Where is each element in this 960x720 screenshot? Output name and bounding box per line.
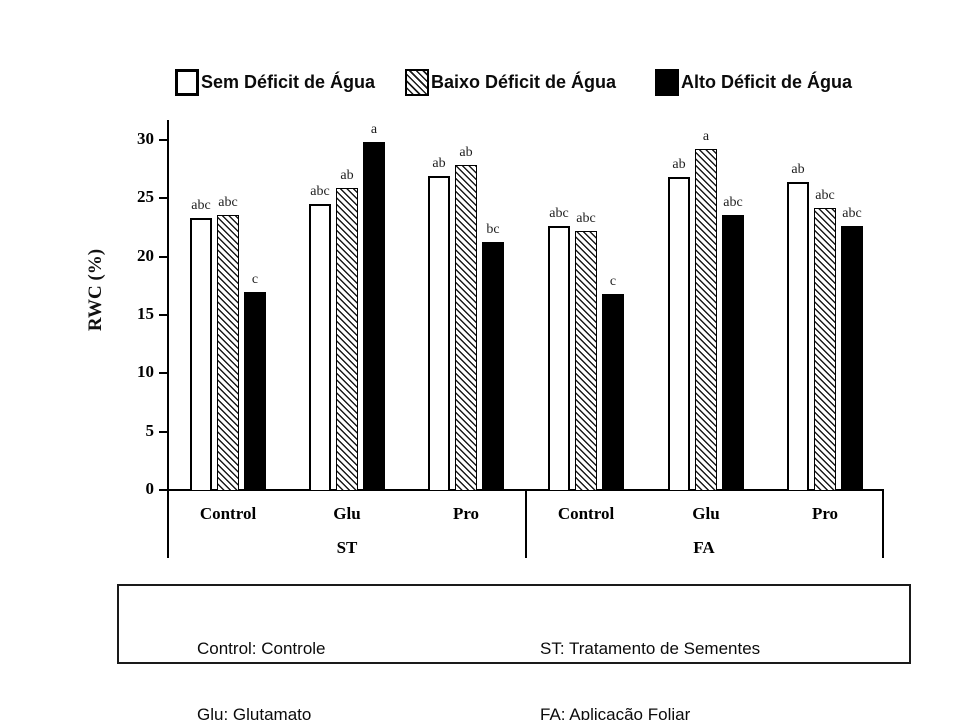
definitions-right-column: ST: Tratamento de Sementes FA: Aplicação… xyxy=(540,594,805,720)
significance-letter: abc xyxy=(191,198,211,214)
y-axis-title: RWC (%) xyxy=(85,248,106,332)
bar-st-pro-black xyxy=(482,241,504,490)
bar-st-pro-white xyxy=(428,176,450,490)
y-tick-mark xyxy=(159,314,167,316)
bar-st-glu-white xyxy=(309,204,331,490)
significance-letter: bc xyxy=(486,221,500,237)
legend-label: Sem Déficit de Água xyxy=(201,71,376,92)
bar-fa-control-white xyxy=(548,226,570,490)
bar-st-glu-hatched xyxy=(336,187,358,490)
significance-letter: c xyxy=(251,271,259,287)
significance-letter: abc xyxy=(576,211,596,226)
y-tick-label: 15 xyxy=(137,304,154,323)
x-tick-label-pro: Pro xyxy=(452,504,480,523)
definition-line: ST: Tratamento de Sementes xyxy=(540,639,761,658)
y-axis-line xyxy=(167,120,169,492)
legend-swatch-hatched-icon xyxy=(405,68,429,96)
definition-line: FA: Aplicação Foliar xyxy=(540,705,691,720)
legend-item-baixo-deficit: Baixo Déficit de Água xyxy=(405,66,616,98)
legend-label: Alto Déficit de Água xyxy=(681,71,853,92)
legend-swatch-black-icon xyxy=(655,68,679,96)
x-tick-label-pro: Pro xyxy=(811,504,839,523)
plot-area: 0 5 10 15 20 25 30 abc abc c Control abc ab a Glu ab ab b… xyxy=(137,120,884,558)
legend-label: Baixo Déficit de Água xyxy=(431,71,617,92)
y-tick-label: 20 xyxy=(137,245,154,265)
y-tick-mark xyxy=(159,255,167,258)
significance-letter: c xyxy=(609,274,617,289)
legend-swatch-white-icon xyxy=(175,68,199,96)
y-tick-mark xyxy=(159,430,167,433)
significance-letter: abc xyxy=(310,184,330,200)
y-tick-label: 25 xyxy=(137,187,154,207)
y-tick-mark xyxy=(159,489,167,491)
y-tick-label: 10 xyxy=(137,362,154,382)
group-label-st: ST xyxy=(336,538,358,557)
y-tick-label: 0 xyxy=(145,479,155,498)
x-tick-label-control: Control xyxy=(557,504,615,523)
definition-line: Control: Controle xyxy=(197,639,326,658)
legend-item-alto-deficit: Alto Déficit de Água xyxy=(655,66,852,98)
significance-letter: ab xyxy=(791,162,805,177)
y-tick-mark xyxy=(159,197,167,200)
significance-letter: abc xyxy=(815,187,835,203)
significance-letter: ab xyxy=(672,157,686,173)
bar-fa-control-black xyxy=(602,294,624,490)
group-separator-middle xyxy=(525,491,527,558)
definitions-left-column: Control: Controle Glu: Glutamato Pro: Pr… xyxy=(197,594,326,720)
bar-fa-glu-white xyxy=(668,177,690,490)
significance-letter: ab xyxy=(459,144,473,160)
y-tick-mark xyxy=(159,139,167,141)
bar-st-control-hatched xyxy=(217,214,239,490)
significance-letter: a xyxy=(370,122,378,138)
legend-item-sem-deficit: Sem Déficit de Água xyxy=(175,66,375,98)
definitions-box: Control: Controle Glu: Glutamato Pro: Pr… xyxy=(117,584,911,720)
significance-letter: abc xyxy=(723,194,743,210)
bar-fa-pro-black xyxy=(841,226,863,490)
significance-letter: ab xyxy=(432,156,446,172)
x-tick-label-glu: Glu xyxy=(333,504,361,523)
y-tick-mark xyxy=(159,372,167,375)
definition-line: Glu: Glutamato xyxy=(197,705,312,720)
bar-fa-pro-white xyxy=(787,182,809,490)
x-axis-line xyxy=(167,489,884,491)
y-tick-label: 30 xyxy=(137,129,154,148)
bar-fa-control-hatched xyxy=(575,231,597,490)
group-label-fa: FA xyxy=(693,538,715,557)
bar-fa-glu-black xyxy=(722,214,744,490)
x-tick-label-glu: Glu xyxy=(692,504,720,523)
significance-letter: a xyxy=(702,129,710,145)
bar-st-glu-black xyxy=(363,142,385,490)
bar-st-control-black xyxy=(244,291,266,490)
bar-fa-glu-hatched xyxy=(695,149,717,490)
x-tick-label-control: Control xyxy=(199,504,257,523)
significance-letter: abc xyxy=(218,194,238,210)
significance-letter: ab xyxy=(340,167,354,183)
bar-st-control-white xyxy=(190,218,212,490)
bar-fa-pro-hatched xyxy=(814,207,836,490)
y-tick-label: 5 xyxy=(145,420,155,440)
group-separator-left xyxy=(167,491,169,558)
significance-letter: abc xyxy=(842,206,862,222)
bar-st-pro-hatched xyxy=(455,164,477,490)
significance-letter: abc xyxy=(549,206,569,222)
group-separator-right xyxy=(882,491,884,558)
